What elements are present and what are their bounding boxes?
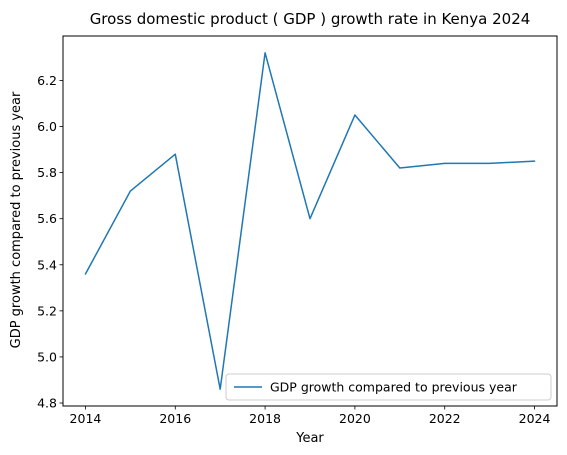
y-tick-label: 4.8 — [37, 396, 57, 411]
plot-area — [62, 35, 558, 407]
x-tick-label: 2022 — [429, 411, 461, 426]
series-line — [84, 52, 536, 390]
legend: GDP growth compared to previous year — [225, 373, 552, 401]
y-tick-label: 5.8 — [37, 165, 57, 180]
x-axis-label: Year — [295, 431, 324, 446]
y-axis-ticks: 4.8 5.0 5.2 5.4 5.6 5.8 6.0 6.2 — [37, 73, 63, 411]
y-axis-label: GDP growth compared to previous year — [9, 91, 24, 348]
x-tick-label: 2018 — [249, 411, 281, 426]
x-tick-label: 2016 — [159, 411, 191, 426]
y-tick-label: 5.2 — [37, 303, 57, 318]
legend-entry-label: GDP growth compared to previous year — [270, 380, 518, 395]
x-tick-label: 2024 — [519, 411, 551, 426]
y-tick-label: 5.0 — [37, 349, 57, 364]
x-tick-label: 2014 — [70, 411, 102, 426]
y-tick-label: 6.0 — [37, 119, 57, 134]
y-tick-label: 5.4 — [37, 257, 57, 272]
x-axis-ticks: 2014 2016 2018 2020 2022 2024 — [70, 406, 551, 426]
legend-box — [225, 373, 552, 401]
y-tick-label: 5.6 — [37, 211, 57, 226]
x-tick-label: 2020 — [339, 411, 371, 426]
y-tick-label: 6.2 — [37, 73, 57, 88]
plot-frame — [62, 35, 558, 407]
chart-title: Gross domestic product ( GDP ) growth ra… — [90, 10, 531, 28]
